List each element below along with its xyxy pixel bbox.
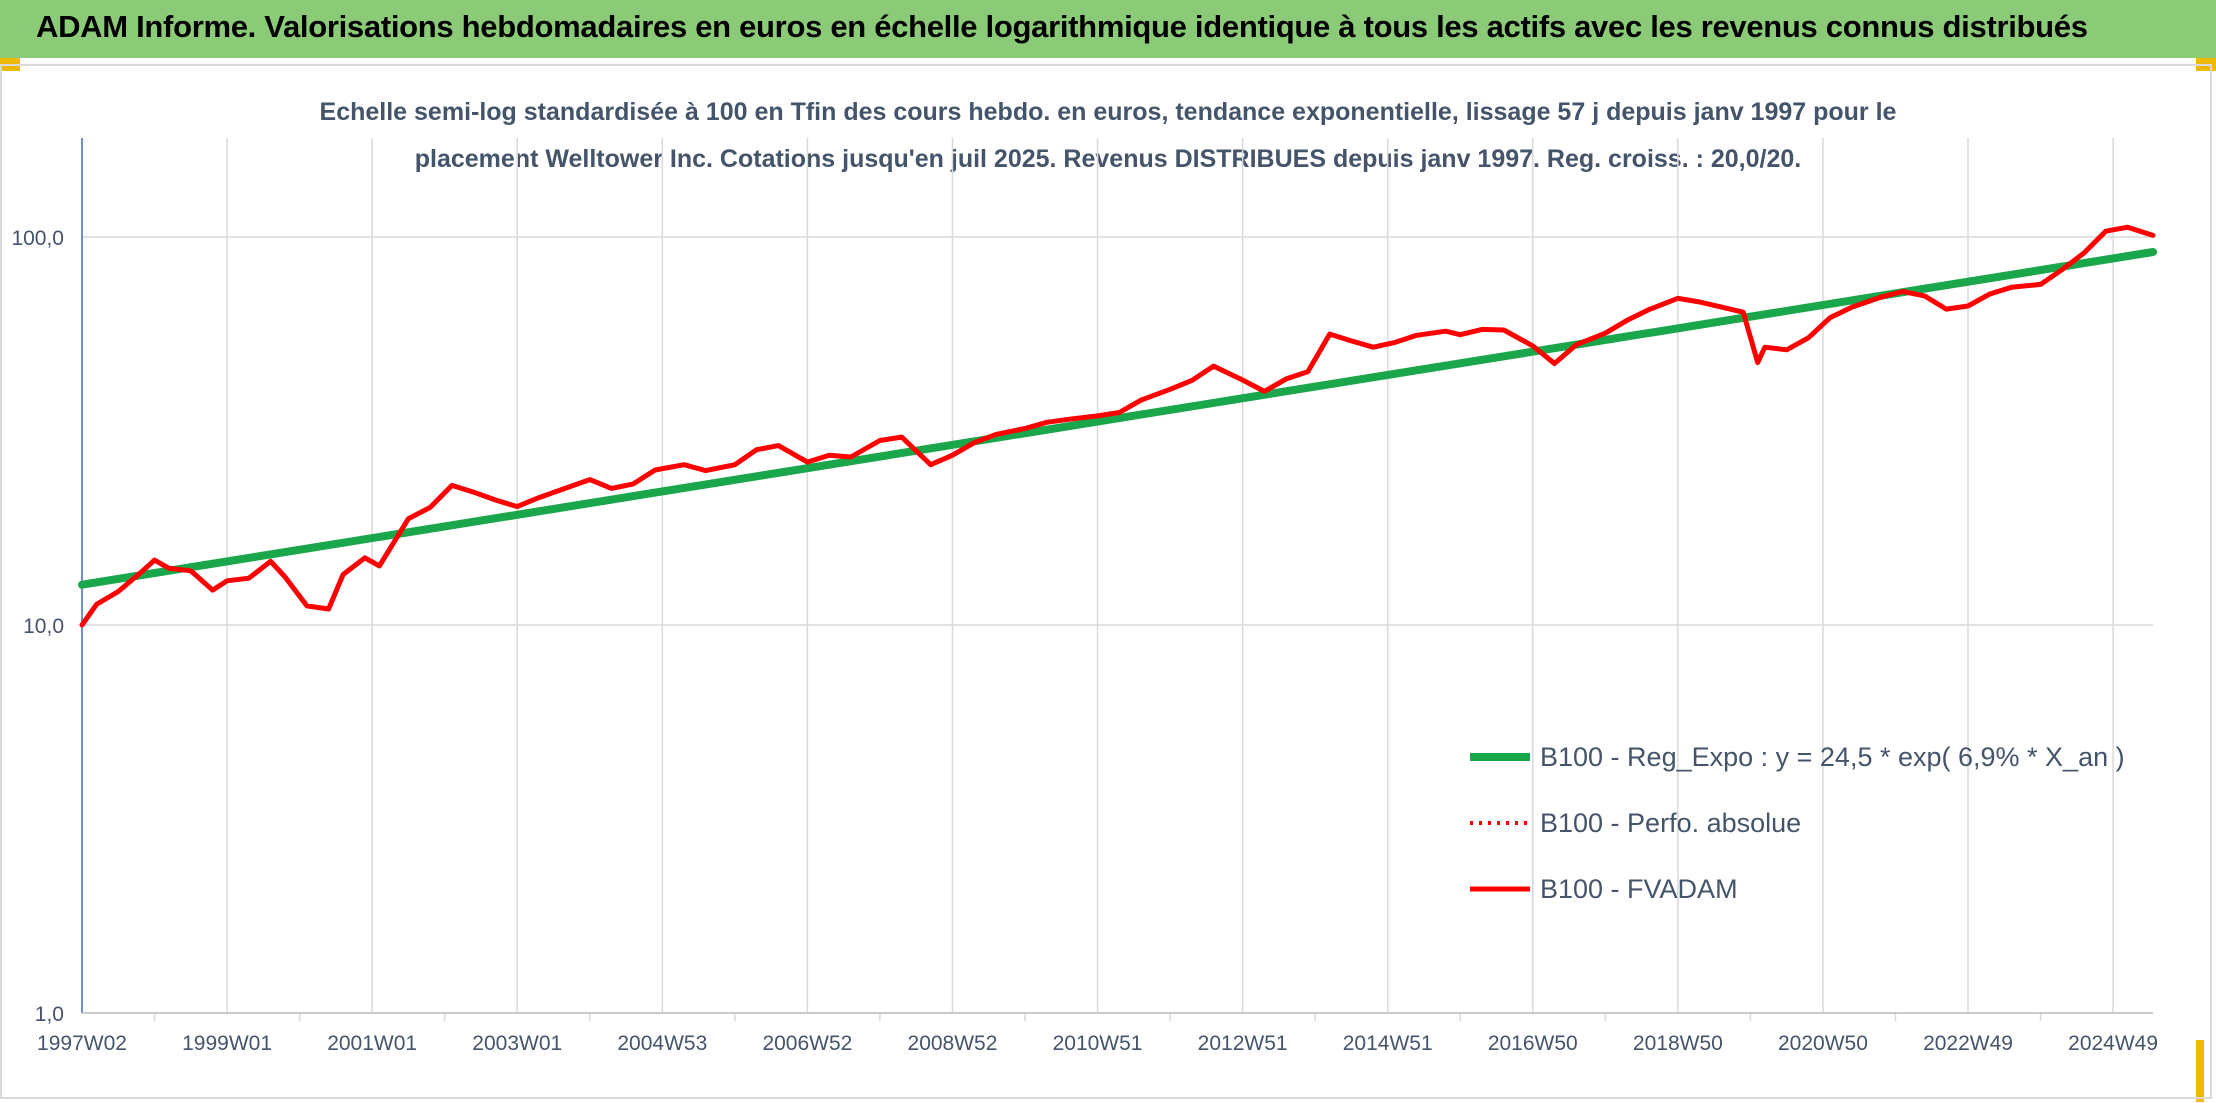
- axes: 1,0 10,0 100,0 1997W02 1999W01 2001W01 2003W01…: [11, 138, 2158, 1055]
- series-line-2: [79, 224, 2156, 628]
- x-tick-label: 2022W49: [1923, 1032, 2013, 1055]
- gridlines: [81, 138, 2153, 1014]
- report-banner: ADAM Informe. Valorisations hebdomadaire…: [0, 0, 2216, 58]
- y-tick-label: 100,0: [11, 227, 64, 250]
- series-line-0: [78, 248, 2157, 589]
- y-tick-label: 10,0: [23, 615, 64, 638]
- x-tick-label: 1999W01: [182, 1032, 272, 1055]
- chart-title-line-1: Echelle semi-log standardisée à 100 en T…: [319, 98, 1897, 126]
- x-tick-label: 2003W01: [472, 1032, 562, 1055]
- x-tick-label: 2016W50: [1488, 1032, 1578, 1055]
- legend: B100 - Reg_Expo : y = 24,5 * exp( 6,9% *…: [1470, 742, 2125, 904]
- x-tick-label: 2018W50: [1633, 1032, 1723, 1055]
- chart-frame: [0, 64, 2212, 1099]
- legend-label-2: B100 - FVADAM: [1540, 874, 1738, 904]
- legend-label-1: B100 - Perfo. absolue: [1540, 808, 1801, 838]
- x-tick-label: 2014W51: [1343, 1032, 1433, 1055]
- corner-marker-bottom-right: [2196, 1040, 2204, 1102]
- y-tick-label: 1,0: [35, 1003, 64, 1026]
- x-tick-label: 1997W02: [37, 1032, 127, 1055]
- x-tick-label: 2001W01: [327, 1032, 417, 1055]
- x-tick-label: 2020W50: [1778, 1032, 1868, 1055]
- x-tick-label: 2010W51: [1053, 1032, 1143, 1055]
- x-tick-label: 2024W49: [2068, 1032, 2158, 1055]
- x-tick-label: 2006W52: [762, 1032, 852, 1055]
- x-tick-label: 2004W53: [617, 1032, 707, 1055]
- x-tick-label: 2008W52: [908, 1032, 998, 1055]
- report-title: ADAM Informe. Valorisations hebdomadaire…: [36, 9, 2088, 44]
- legend-label-0: B100 - Reg_Expo : y = 24,5 * exp( 6,9% *…: [1540, 742, 2125, 772]
- series-lines: [78, 224, 2157, 628]
- x-tick-label: 2012W51: [1198, 1032, 1288, 1055]
- chart-title-line-2: placement Welltower Inc. Cotations jusqu…: [414, 145, 1802, 173]
